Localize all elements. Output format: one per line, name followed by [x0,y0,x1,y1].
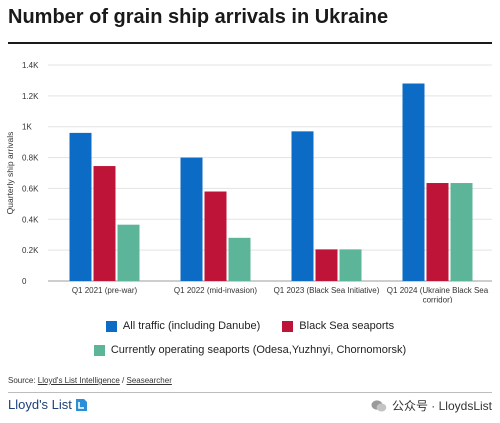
legend-item-black-sea: Black Sea seaports [282,320,394,332]
y-tick-label: 1.2K [22,92,39,101]
bar [291,131,314,281]
logo-mark-icon [75,398,87,411]
bar [93,166,116,281]
bar [426,183,449,281]
chart-title: Number of grain ship arrivals in Ukraine [8,6,389,28]
legend-swatch-all-traffic [105,320,117,332]
y-tick-label: 1K [22,123,32,132]
legend-row-2: Currently operating seaports (Odesa,Yuzh… [0,344,500,356]
y-tick-label: 0.6K [22,184,39,193]
legend: All traffic (including Danube) Black Sea… [0,320,500,356]
legend-swatch-black-sea [282,320,294,332]
bar [117,224,140,281]
y-tick-label: 0.8K [22,154,39,163]
source-separator: / [119,376,127,385]
bar [339,249,362,281]
bar [450,183,473,281]
legend-row-1: All traffic (including Danube) Black Sea… [0,320,500,332]
x-tick-label: Q1 2021 (pre-war) [72,286,138,295]
x-tick-label: Q1 2024 (Ukraine Black Sea [387,286,489,295]
lloyds-list-logo: Lloyd's List [8,397,87,412]
source-link-seasearcher[interactable]: Seasearcher [126,376,172,385]
footer-rule [8,392,492,393]
bar [69,132,92,281]
bar [402,83,425,281]
title-rule [8,42,492,44]
legend-label-black-sea: Black Sea seaports [299,320,395,332]
bar [180,157,203,281]
legend-swatch-operating [93,344,105,356]
logo-text: Lloyd's List [8,397,72,412]
source-note: Source: Lloyd's List Intelligence / Seas… [8,376,172,385]
bar-chart: 0 0.2K 0.4K 0.6K 0.8K 1K 1.2K 1.4K Quarterly shi… [5,61,492,304]
x-tick-label: Q1 2023 (Black Sea Initiative) [274,286,380,295]
bar [204,191,227,281]
y-tick-label: 1.4K [22,61,39,70]
bar [315,249,338,281]
bar [228,237,251,281]
legend-label-operating: Currently operating seaports (Odesa,Yuzh… [110,344,407,356]
legend-item-operating: Currently operating seaports (Odesa,Yuzh… [93,344,407,356]
y-axis-label: Quarterly ship arrivals [5,132,15,215]
y-tick-label: 0.2K [22,246,39,255]
x-tick-label: Q1 2022 (mid-invasion) [174,286,257,295]
wechat-watermark: 公众号 · LloydsList [371,397,492,414]
watermark-text: 公众号 · LloydsList [391,399,492,413]
legend-label-all-traffic: All traffic (including Danube) [122,320,261,332]
source-link-lli[interactable]: Lloyd's List Intelligence [37,376,120,385]
wechat-icon [371,399,387,411]
y-tick-label: 0 [22,277,27,286]
y-tick-label: 0.4K [22,215,39,224]
source-prefix: Source: [8,376,38,385]
legend-item-all-traffic: All traffic (including Danube) [105,320,261,332]
x-tick-label: corridor) [423,296,453,304]
